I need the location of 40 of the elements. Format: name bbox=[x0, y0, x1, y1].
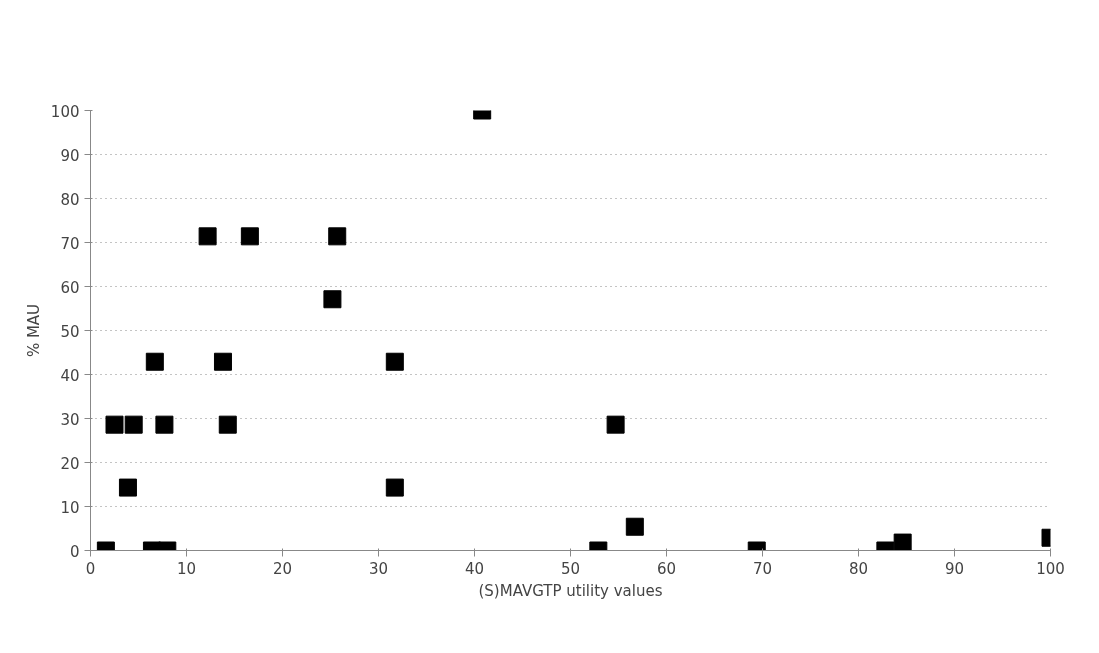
x-axis-title: (S)MAVGTP utility values bbox=[478, 581, 663, 600]
point bbox=[124, 415, 143, 434]
point bbox=[213, 352, 232, 371]
x-tick-label: 90 bbox=[944, 559, 965, 578]
y-tick-label: 70 bbox=[60, 234, 80, 253]
x-tick-label: 20 bbox=[272, 559, 293, 578]
y-tick-label: 0 bbox=[69, 542, 80, 561]
y-tick-label: 40 bbox=[60, 366, 80, 385]
point bbox=[323, 290, 342, 309]
point bbox=[385, 478, 404, 497]
point bbox=[155, 415, 174, 434]
x-tick-label: 30 bbox=[368, 559, 389, 578]
point bbox=[240, 227, 259, 246]
point bbox=[198, 227, 217, 246]
y-tick-label: 30 bbox=[60, 410, 80, 429]
point bbox=[118, 478, 137, 497]
x-tick-label: 50 bbox=[560, 559, 581, 578]
y-tick-label: 10 bbox=[60, 498, 80, 517]
y-tick-label: 60 bbox=[60, 278, 80, 297]
y-tick-label: 90 bbox=[60, 146, 80, 165]
point bbox=[105, 415, 124, 434]
y-tick-label: 20 bbox=[60, 454, 80, 473]
point bbox=[606, 415, 625, 434]
point bbox=[218, 415, 237, 434]
point bbox=[893, 533, 912, 551]
y-axis-title: % MAU bbox=[24, 303, 43, 358]
x-tick-label: 40 bbox=[464, 559, 485, 578]
x-tick-label: 10 bbox=[176, 559, 197, 578]
y-tick-label: 100 bbox=[50, 102, 80, 121]
point bbox=[145, 352, 164, 371]
x-tick-label: 60 bbox=[656, 559, 677, 578]
point bbox=[328, 227, 347, 246]
x-tick-label: 70 bbox=[752, 559, 773, 578]
point bbox=[625, 517, 644, 536]
x-tick-label: 80 bbox=[848, 559, 869, 578]
point bbox=[385, 352, 404, 371]
x-tick-label: 0 bbox=[85, 559, 96, 578]
y-tick-label: 50 bbox=[60, 322, 80, 341]
x-tick-label: 100 bbox=[1036, 559, 1065, 578]
y-tick-label: 80 bbox=[60, 190, 80, 209]
